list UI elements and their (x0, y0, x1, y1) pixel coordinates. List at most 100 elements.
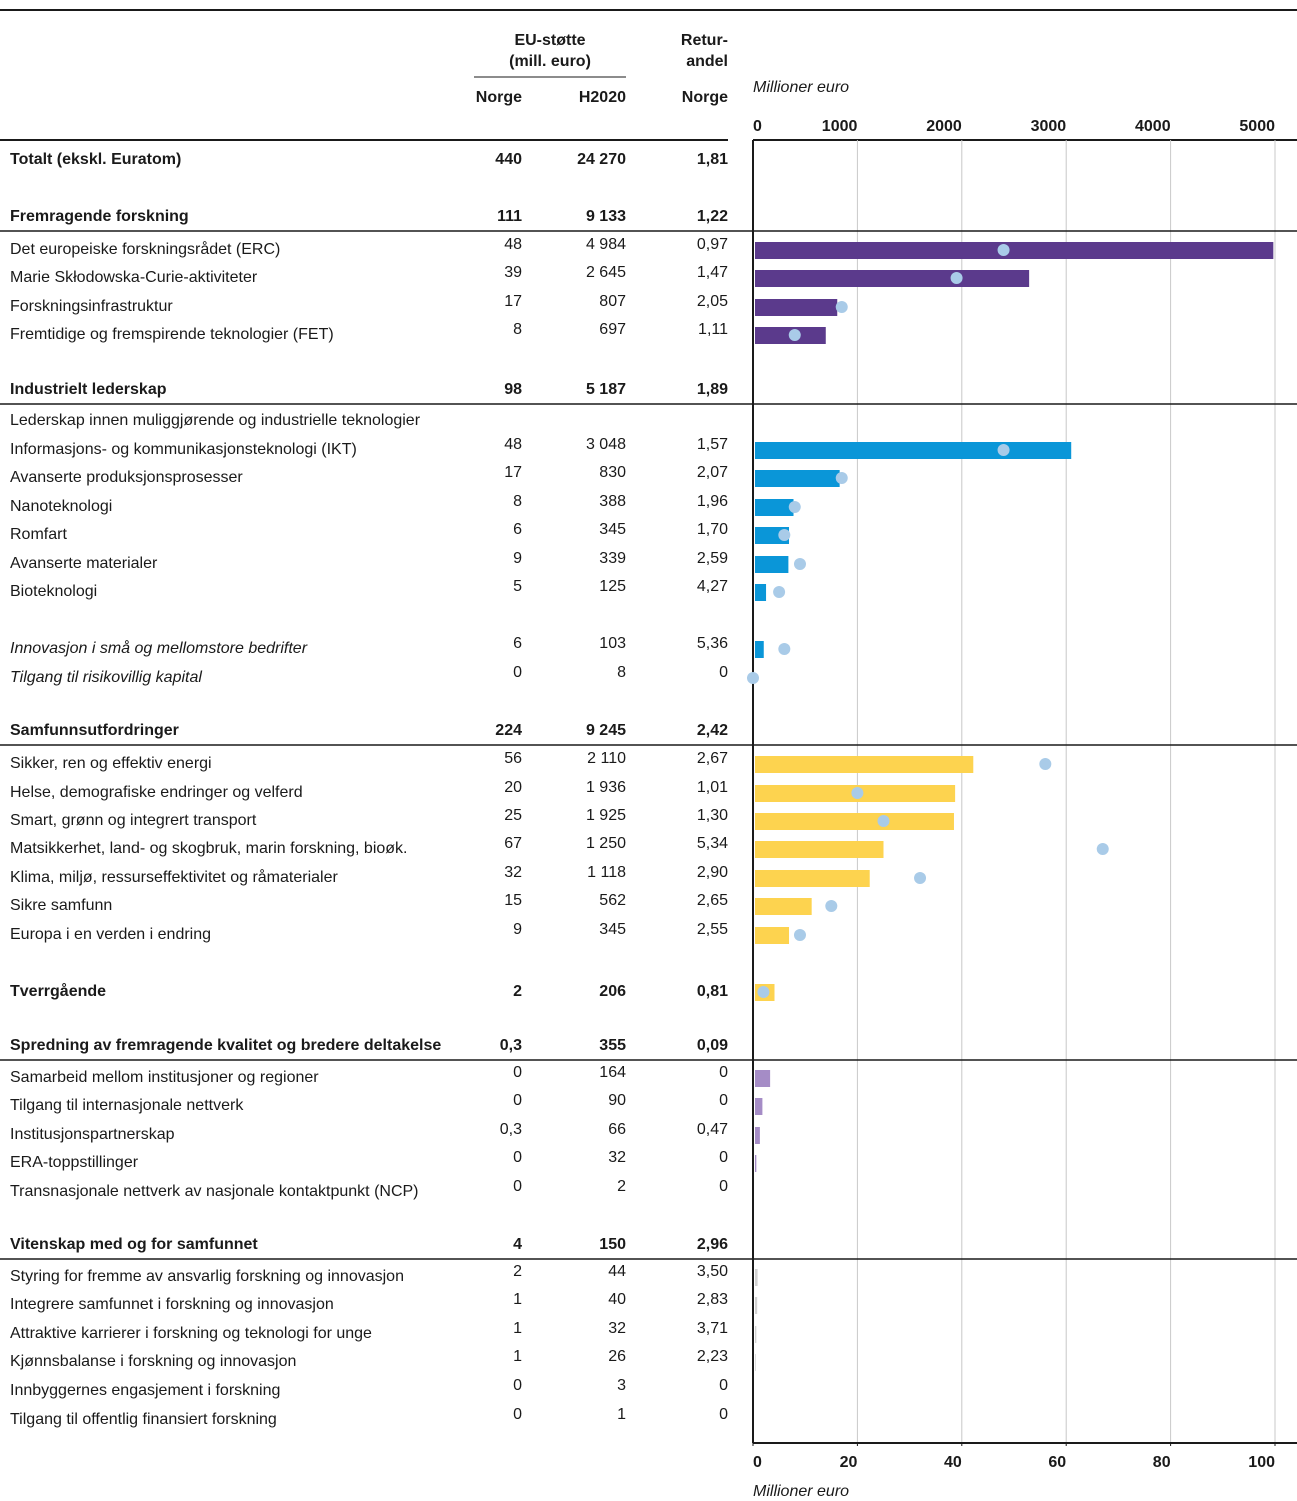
cell-value: 0 (719, 664, 728, 681)
cell-value: 6 (513, 521, 522, 538)
row-label: Kjønnsbalanse i forskning og innovasjon (10, 1353, 296, 1370)
cell-value: 1 250 (586, 835, 626, 852)
dot (788, 329, 801, 341)
cell-value: 9 (513, 550, 522, 567)
dot (997, 244, 1010, 256)
cell-value: 26 (608, 1348, 626, 1365)
x2-tick-label: 80 (1153, 1454, 1171, 1471)
x-tick-label: 2000 (926, 118, 962, 135)
cell-value: 150 (599, 1236, 626, 1253)
cell-value: 562 (599, 892, 626, 909)
cell-value: 5 187 (586, 381, 626, 398)
cell-value: 17 (504, 464, 522, 481)
column-header: Norge (682, 89, 728, 106)
bar (755, 299, 838, 316)
cell-value: 1 (513, 1320, 522, 1337)
cell-value: 440 (495, 151, 522, 168)
dot (1096, 843, 1109, 855)
cell-value: 3 048 (586, 436, 626, 453)
cell-value: 206 (599, 983, 626, 1000)
bar (755, 242, 1274, 259)
bar (755, 470, 840, 487)
cell-value: 25 (504, 807, 522, 824)
cell-value: 1,11 (698, 321, 728, 338)
cell-value: 224 (495, 722, 522, 739)
row-label: Nanoteknologi (10, 498, 112, 515)
cell-value: 9 (513, 921, 522, 938)
cell-value: 0 (719, 1064, 728, 1081)
row-label: Tilgang til offentlig finansiert forskni… (10, 1411, 277, 1428)
row-label: Klima, miljø, ressurseffektivitet og råm… (10, 868, 338, 886)
cell-value: 2,96 (697, 1236, 728, 1253)
dot (778, 529, 791, 541)
cell-value: 15 (504, 892, 522, 909)
cell-value: 3 (617, 1377, 626, 1394)
cell-value: 56 (504, 750, 522, 767)
dot (950, 272, 963, 284)
row-label: Transnasjonale nettverk av nasjonale kon… (10, 1183, 419, 1200)
cell-value: 1,70 (697, 521, 728, 538)
row-label: Styring for fremme av ansvarlig forsknin… (10, 1268, 404, 1285)
row-label: Helse, demografiske endringer og velferd (10, 784, 303, 801)
bar (755, 841, 884, 858)
bar (755, 442, 1072, 459)
dot (851, 787, 864, 799)
dot (788, 501, 801, 513)
cell-value: 2,83 (697, 1291, 728, 1308)
axis-label: Millioner euro (753, 1483, 849, 1500)
dot (825, 900, 838, 912)
row-label: Matsikkerhet, land- og skogbruk, marin f… (10, 840, 408, 857)
cell-value: 1,89 (697, 381, 728, 398)
cell-value: 1,22 (697, 208, 728, 225)
dot (793, 558, 806, 570)
cell-value: 345 (599, 921, 626, 938)
dot (773, 586, 786, 598)
cell-value: 2,90 (697, 864, 728, 881)
cell-value: 2 110 (587, 750, 626, 767)
bar (755, 813, 954, 830)
cell-value: 4 984 (586, 236, 626, 253)
x-tick-label: 0 (753, 118, 762, 135)
dot (1039, 758, 1052, 770)
cell-value: 48 (504, 236, 522, 253)
dot (835, 301, 848, 313)
cell-value: 48 (504, 436, 522, 453)
bar (755, 556, 789, 573)
cell-value: 1,81 (697, 151, 728, 168)
cell-value: 5,36 (697, 635, 728, 652)
cell-value: 0 (513, 1178, 522, 1195)
row-label: Lederskap innen muliggjørende og industr… (10, 412, 421, 429)
row-label: Vitenskap med og for samfunnet (10, 1236, 258, 1253)
cell-value: 0,97 (697, 236, 728, 253)
bar (755, 1326, 757, 1343)
cell-value: 125 (599, 578, 626, 595)
row-label: Innovasjon i små og mellomstore bedrifte… (10, 639, 308, 657)
row-label: Smart, grønn og integrert transport (10, 812, 257, 829)
cell-value: 111 (497, 208, 522, 225)
cell-value: 0 (513, 1149, 522, 1166)
header-text: (mill. euro) (509, 53, 591, 70)
row-label: Europa i en verden i endring (10, 926, 211, 943)
cell-value: 0 (513, 1406, 522, 1423)
row-label: Avanserte produksjonsprosesser (10, 469, 243, 486)
cell-value: 0,47 (697, 1121, 728, 1138)
cell-value: 0 (513, 1377, 522, 1394)
bar (755, 641, 764, 658)
cell-value: 3,50 (697, 1263, 728, 1280)
row-label: Tilgang til risikovillig kapital (10, 669, 202, 686)
dot (877, 815, 890, 827)
row-label: Totalt (ekskl. Euratom) (10, 151, 181, 168)
cell-value: 9 245 (586, 722, 626, 739)
cell-value: 8 (513, 321, 522, 338)
cell-value: 2,55 (697, 921, 728, 938)
cell-value: 2,67 (697, 750, 728, 767)
row-label: Avanserte materialer (10, 555, 158, 572)
cell-value: 0 (513, 1092, 522, 1109)
cell-value: 0 (513, 664, 522, 681)
row-label: Institusjonspartnerskap (10, 1126, 175, 1143)
cell-value: 4,27 (697, 578, 728, 595)
dot (757, 986, 770, 998)
row-label: Samfunnsutfordringer (10, 722, 179, 739)
cell-value: 2,65 (697, 892, 728, 909)
row-label: Informasjons- og kommunikasjonsteknologi… (10, 441, 357, 458)
